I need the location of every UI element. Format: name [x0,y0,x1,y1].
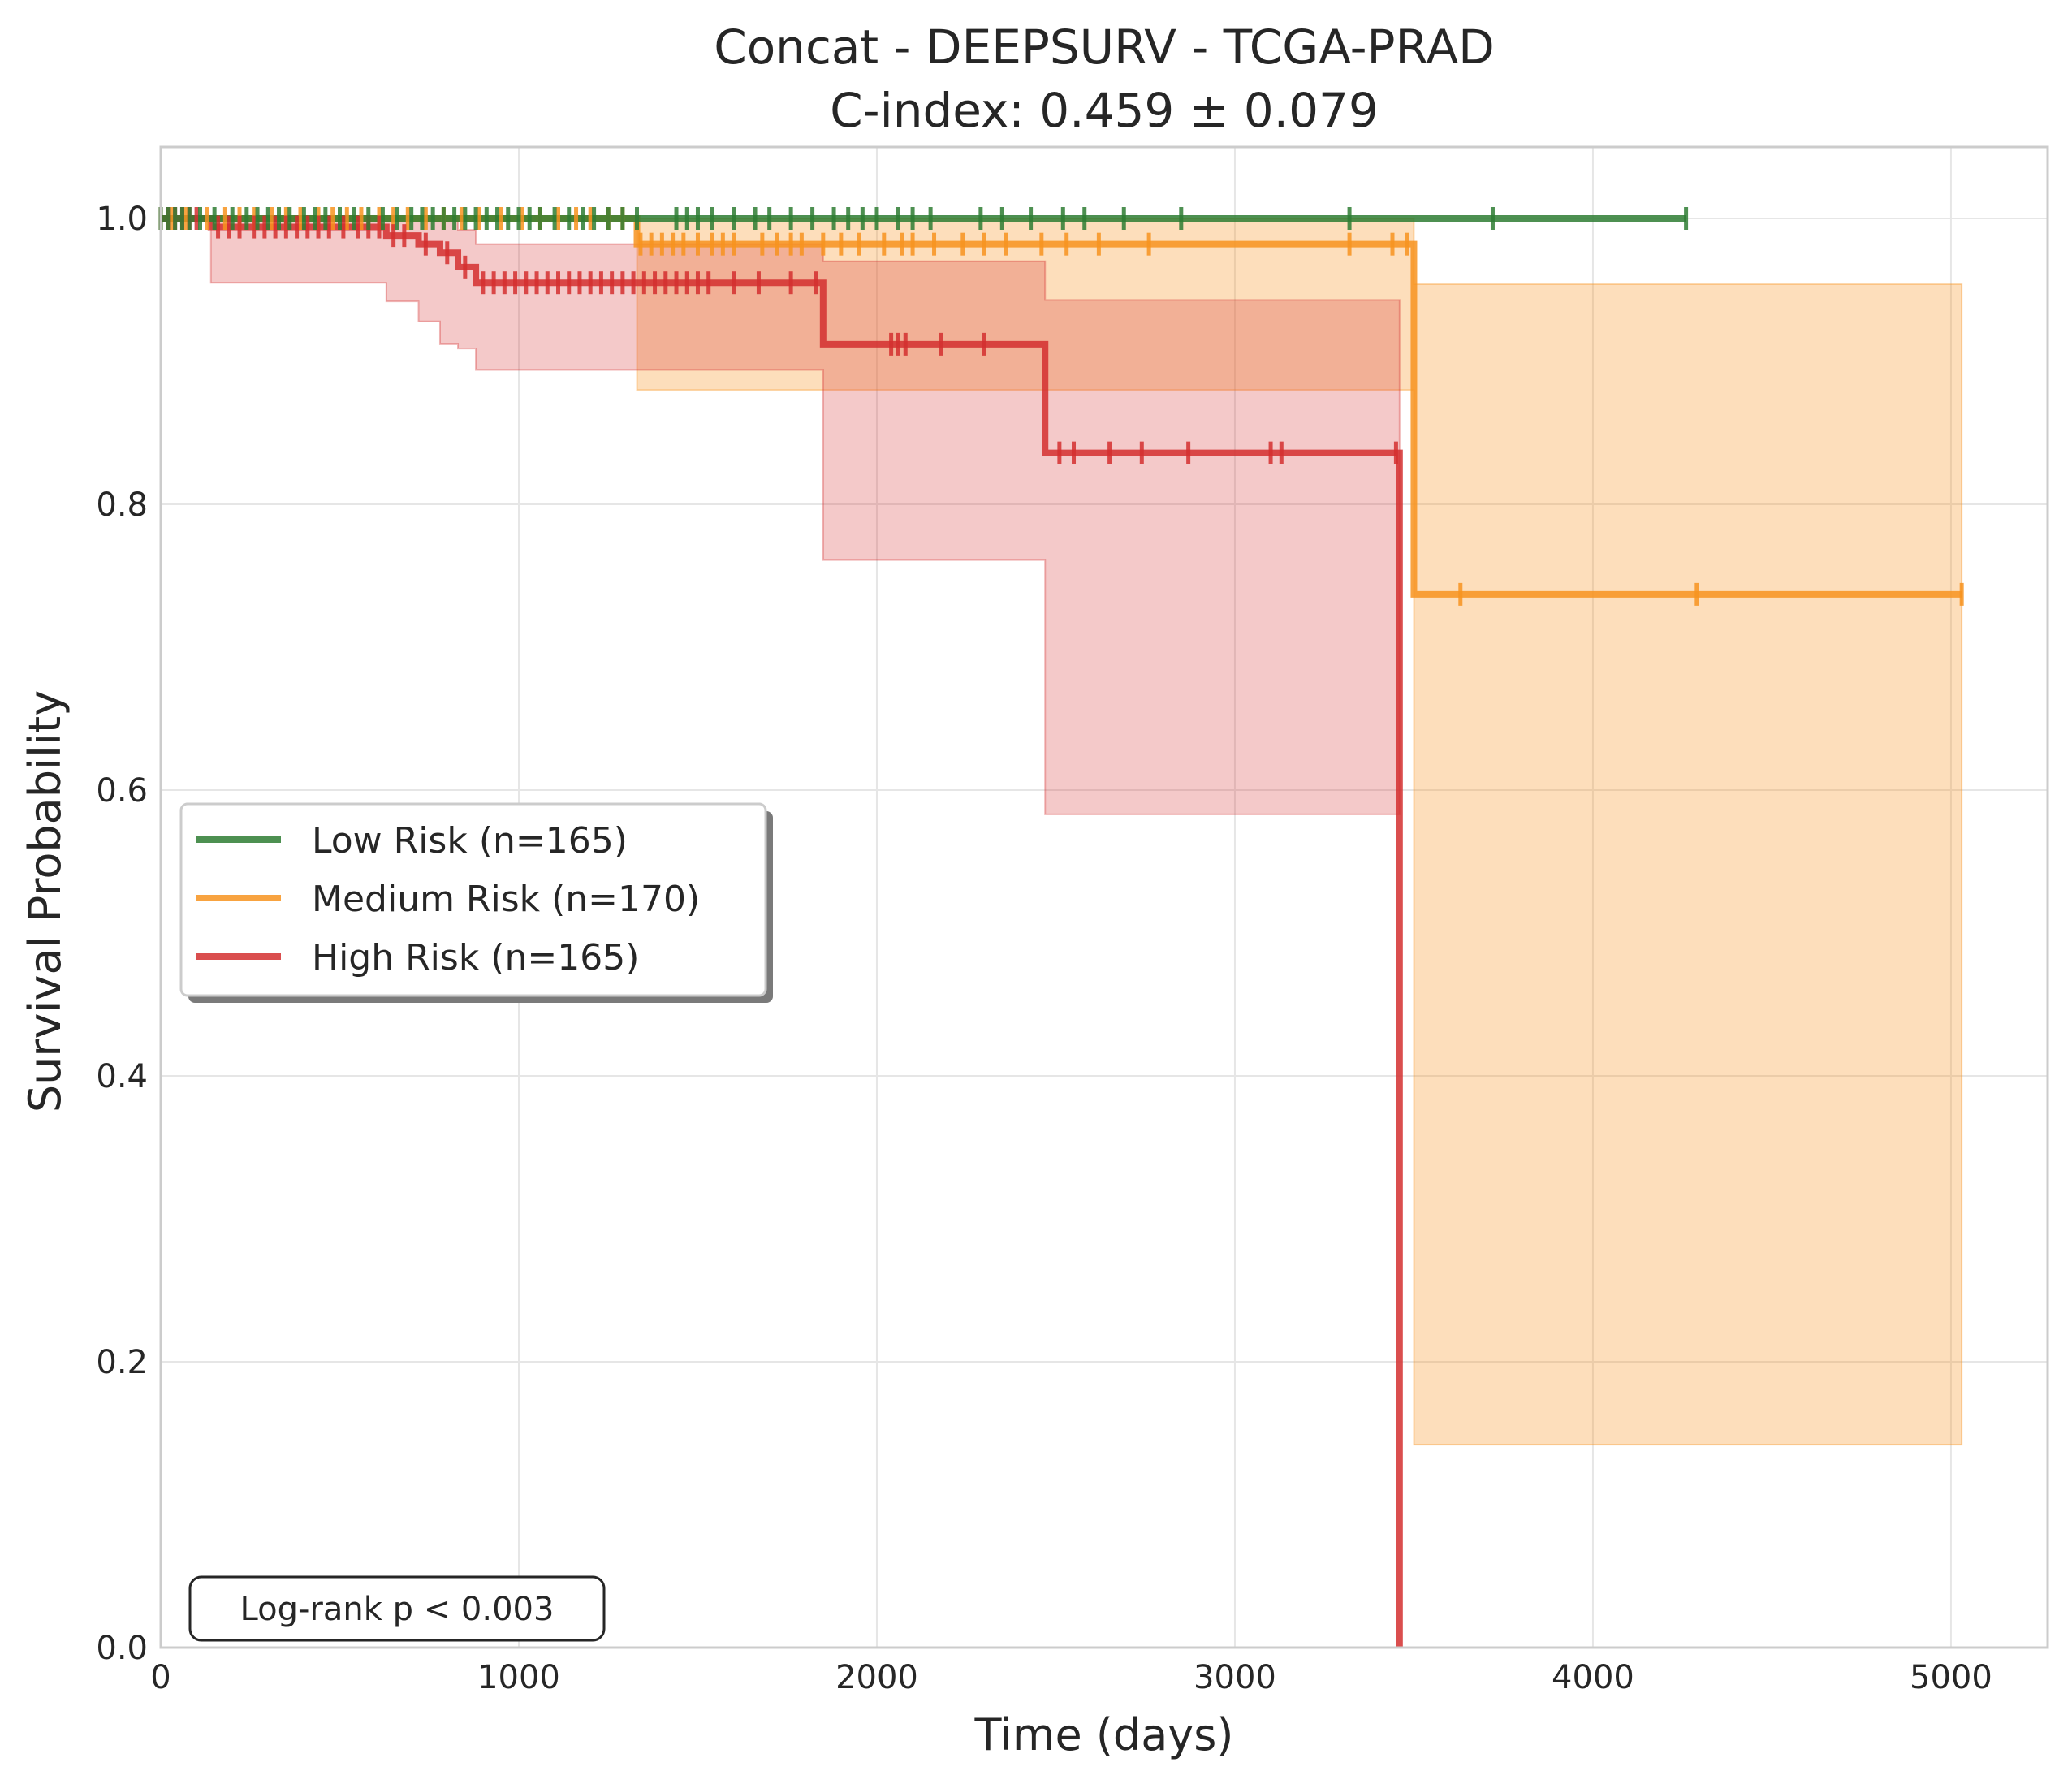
legend-item[interactable]: High Risk (n=165) [196,937,639,978]
y-tick-label: 0.0 [96,1630,148,1667]
x-tick-label: 1000 [477,1659,560,1696]
legend-item[interactable]: Medium Risk (n=170) [196,879,700,920]
y-tick-label: 0.2 [96,1344,148,1381]
x-tick-label: 4000 [1552,1659,1634,1696]
legend-label: High Risk (n=165) [312,937,639,978]
survival-line [161,215,1403,1648]
plot-frame [159,145,2049,1649]
legend-item[interactable]: Low Risk (n=165) [196,820,628,862]
x-tick-label: 2000 [835,1659,918,1696]
annotation-box [188,1575,606,1642]
x-tick-label: 3000 [1194,1659,1276,1696]
chart-subtitle: C-index: 0.459 ± 0.079 [830,83,1379,138]
chart-title: Concat - DEEPSURV - TCGA-PRAD [714,19,1495,75]
y-tick-label: 0.4 [96,1058,148,1095]
y-tick-label: 1.0 [96,201,148,238]
logrank-annotation: Log-rank p < 0.003 [188,1575,606,1642]
legend-box [179,802,767,997]
x-tick-label: 5000 [1910,1659,1992,1696]
axis-ticks: 0 1000 2000 3000 4000 5000 0.0 0.2 0.4 0.6 0.8 1.0 [96,201,1992,1696]
legend-label: Medium Risk (n=170) [312,879,700,920]
y-tick-label: 0.6 [96,772,148,810]
legend-label: Low Risk (n=165) [312,820,628,862]
x-axis-label: Time (days) [974,1709,1234,1760]
x-tick-label: 0 [150,1659,171,1696]
y-tick-label: 0.8 [96,486,148,524]
legend[interactable]: Low Risk (n=165) Medium Risk (n=170) High … [179,802,773,1003]
annotation-text: Log-rank p < 0.003 [240,1591,555,1628]
y-axis-label: Survival Probability [19,690,71,1112]
